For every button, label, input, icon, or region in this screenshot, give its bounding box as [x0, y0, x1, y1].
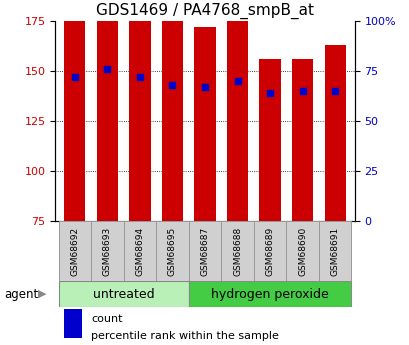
Text: GSM68690: GSM68690	[297, 226, 306, 276]
Bar	[58, 221, 91, 281]
Bar	[124, 221, 156, 281]
Text: GSM68694: GSM68694	[135, 226, 144, 276]
Bar	[156, 221, 188, 281]
Bar	[64, 0, 85, 221]
Text: ▶: ▶	[38, 289, 47, 299]
Text: agent: agent	[4, 288, 38, 300]
Bar	[64, 302, 82, 338]
Text: GSM68695: GSM68695	[168, 226, 177, 276]
Bar	[194, 27, 215, 221]
Bar	[188, 221, 221, 281]
Bar	[97, 0, 118, 221]
Bar	[291, 59, 312, 221]
Bar	[259, 59, 280, 221]
Bar	[162, 0, 182, 221]
Bar	[285, 221, 318, 281]
Text: GSM68693: GSM68693	[103, 226, 112, 276]
Text: GSM68691: GSM68691	[330, 226, 339, 276]
Text: hydrogen peroxide: hydrogen peroxide	[211, 288, 328, 300]
Bar	[91, 221, 124, 281]
Text: GSM68688: GSM68688	[232, 226, 241, 276]
Text: percentile rank within the sample: percentile rank within the sample	[91, 331, 279, 341]
Bar	[253, 221, 285, 281]
Bar	[221, 221, 253, 281]
Bar	[324, 45, 345, 221]
Title: GDS1469 / PA4768_smpB_at: GDS1469 / PA4768_smpB_at	[96, 3, 313, 19]
Bar	[188, 281, 351, 307]
Bar	[318, 221, 351, 281]
Bar	[227, 0, 247, 221]
Bar	[129, 0, 150, 221]
Text: GSM68689: GSM68689	[265, 226, 274, 276]
Text: count: count	[91, 314, 122, 324]
Bar	[58, 281, 188, 307]
Text: GSM68687: GSM68687	[200, 226, 209, 276]
Bar	[64, 285, 82, 321]
Text: GSM68692: GSM68692	[70, 226, 79, 276]
Text: untreated: untreated	[92, 288, 154, 300]
